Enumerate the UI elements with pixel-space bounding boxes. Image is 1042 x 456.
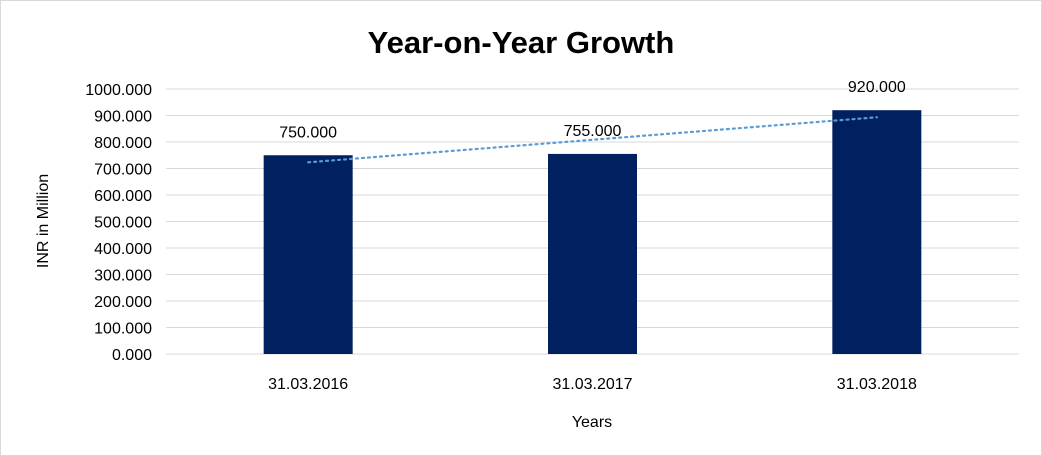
bar	[548, 153, 637, 354]
bar	[263, 155, 353, 354]
y-tick-label: 500.000	[94, 215, 152, 232]
x-tick-label: 31.03.2016	[268, 376, 348, 393]
y-tick-label: 100.000	[94, 321, 152, 338]
y-tick-label: 400.000	[94, 241, 152, 258]
trendline	[307, 116, 878, 164]
y-tick-label: 200.000	[94, 294, 152, 311]
x-tick-label: 31.03.2018	[837, 376, 917, 393]
chart-title: Year-on-Year Growth	[368, 25, 675, 60]
trendline-path	[307, 116, 878, 164]
y-tick-label: 800.000	[94, 135, 152, 152]
x-tick-label: 31.03.2017	[552, 376, 632, 393]
bars	[263, 110, 922, 354]
x-axis-title: Years	[572, 414, 612, 431]
y-tick-label: 0.000	[112, 347, 152, 364]
data-label: 750.000	[279, 124, 337, 141]
data-labels: 750.000 755.000 920.000	[279, 79, 906, 141]
y-tick-label: 1000.000	[85, 82, 152, 99]
y-tick-label: 300.000	[94, 268, 152, 285]
y-tick-label: 700.000	[94, 162, 152, 179]
bar	[832, 110, 922, 354]
y-tick-label: 600.000	[94, 188, 152, 205]
y-tick-label: 900.000	[94, 109, 152, 126]
x-axis-ticks: 31.03.2016 31.03.2017 31.03.2018	[268, 376, 917, 393]
data-label: 920.000	[848, 79, 906, 96]
y-axis-ticks: 0.000 100.000 200.000 300.000 400.000 500.000…	[85, 82, 152, 364]
data-label: 755.000	[564, 123, 622, 140]
y-axis-title: INR in Million	[35, 174, 52, 268]
